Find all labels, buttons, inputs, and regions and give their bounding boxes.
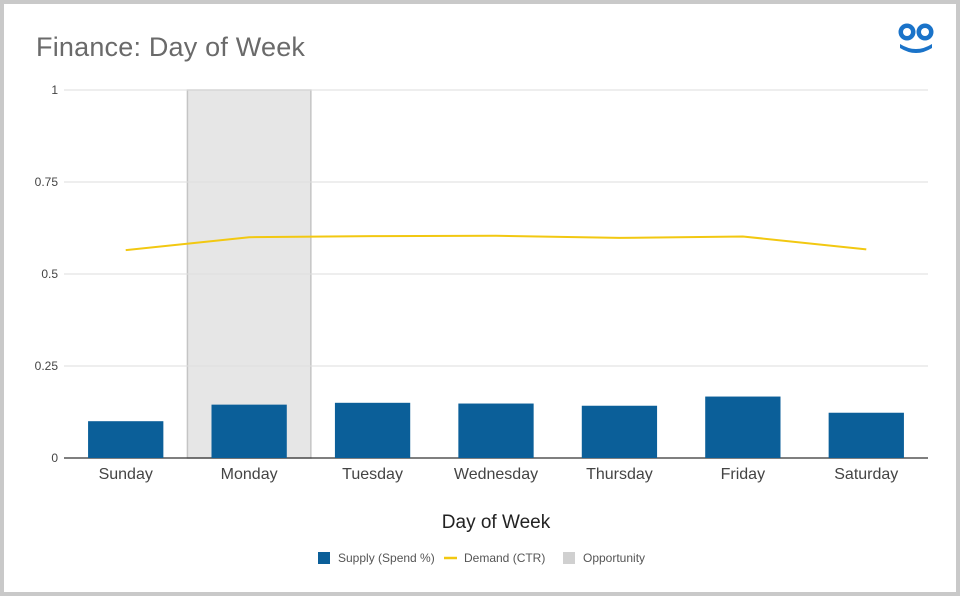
x-tick-label: Monday — [221, 466, 278, 483]
x-tick-label: Sunday — [99, 466, 153, 483]
legend-label: Supply (Spend %) — [338, 551, 435, 565]
series-line — [125, 234, 867, 252]
bar — [334, 402, 411, 458]
y-tick-label: 0.5 — [41, 267, 58, 281]
legend-swatch — [563, 552, 575, 564]
bar — [458, 403, 534, 458]
goggle-eyes-logo-icon — [898, 23, 934, 53]
y-tick-label: 0.75 — [35, 175, 59, 189]
x-tick-label: Tuesday — [342, 466, 403, 483]
x-tick-label: Thursday — [586, 466, 653, 483]
y-tick-label: 0.25 — [35, 359, 59, 373]
chart-title: Finance: Day of Week — [36, 32, 306, 62]
legend-label: Demand (CTR) — [464, 551, 545, 565]
y-tick-label: 0 — [51, 451, 58, 465]
x-tick-label: Wednesday — [454, 466, 538, 483]
legend-label: Opportunity — [583, 551, 645, 565]
legend-swatch — [318, 552, 330, 564]
bar — [211, 404, 287, 458]
x-tick-label: Saturday — [834, 466, 898, 483]
bar — [581, 405, 658, 458]
bar — [828, 412, 904, 458]
bar — [705, 396, 781, 458]
chart-card: Finance: Day of Week — [4, 4, 956, 592]
y-tick-label: 1 — [51, 83, 58, 97]
x-tick-label: Friday — [721, 466, 765, 483]
x-axis-title: Day of Week — [442, 512, 551, 533]
bar — [88, 421, 164, 458]
